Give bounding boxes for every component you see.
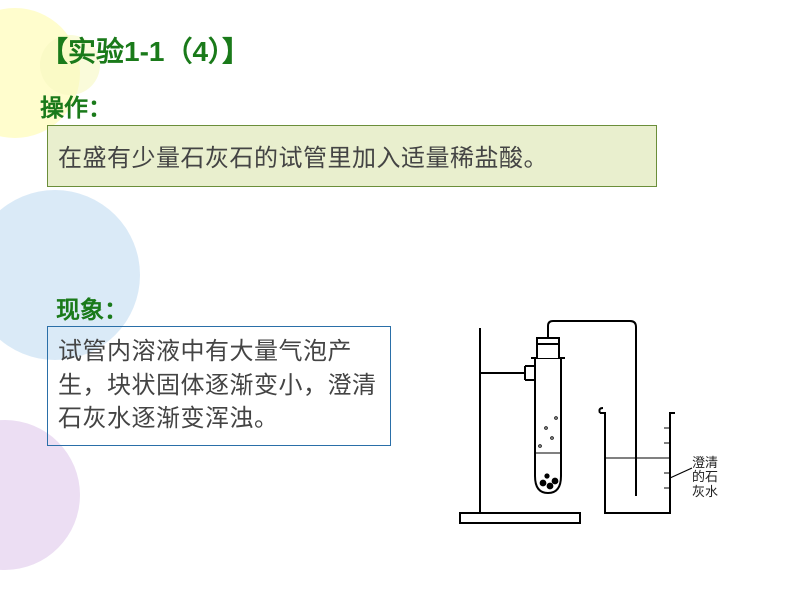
phenomenon-box: 试管内溶液中有大量气泡产生，块状固体逐渐变小，澄清石灰水逐渐变浑浊。 — [47, 326, 391, 446]
beaker-label: 澄清的石灰水 — [692, 456, 720, 499]
operation-text: 在盛有少量石灰石的试管里加入适量稀盐酸。 — [58, 145, 548, 172]
operation-box: 在盛有少量石灰石的试管里加入适量稀盐酸。 — [47, 125, 657, 187]
phenomenon-text: 试管内溶液中有大量气泡产生，块状固体逐渐变小，澄清石灰水逐渐变浑浊。 — [58, 338, 377, 432]
phenomenon-label: 现象： — [56, 290, 128, 325]
experiment-title: 【实验1-1（4）】 — [40, 30, 250, 70]
operation-label: 操作： — [40, 88, 112, 123]
apparatus-svg — [440, 318, 740, 534]
apparatus-diagram: 澄清的石灰水 — [440, 318, 740, 534]
